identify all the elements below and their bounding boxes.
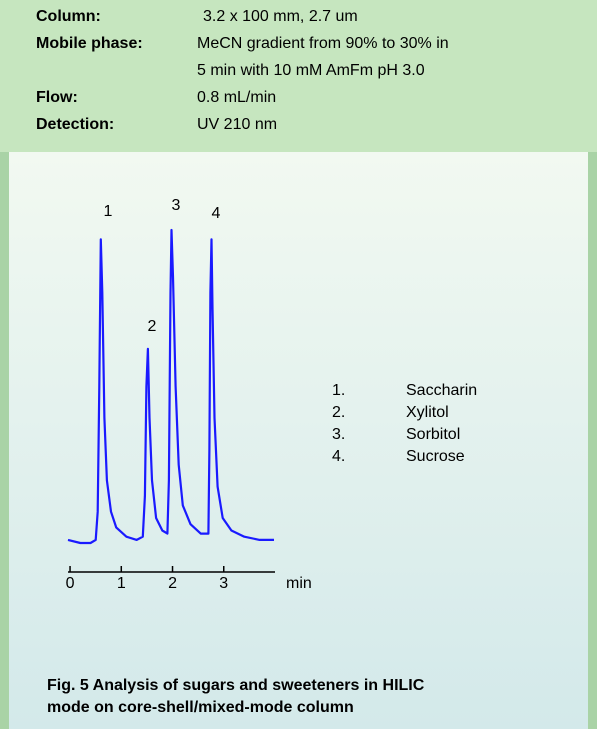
condition-value: MeCN gradient from 90% to 30% in <box>197 35 449 52</box>
x-tick-label: 3 <box>219 575 228 592</box>
x-axis-label: min <box>286 575 312 592</box>
condition-label: Mobile phase: <box>36 35 143 52</box>
peak-label: 2 <box>148 318 157 335</box>
legend-number: 3. <box>332 426 345 443</box>
legend-name: Sorbitol <box>406 426 460 443</box>
condition-value: 0.8 mL/min <box>197 89 276 106</box>
peak-label: 4 <box>212 205 221 222</box>
legend-name: Sucrose <box>406 448 465 465</box>
header-panel <box>0 0 597 152</box>
caption: Fig. 5 Analysis of sugars and sweeteners… <box>47 677 425 694</box>
legend-name: Saccharin <box>406 382 477 399</box>
trace <box>67 228 274 545</box>
x-tick-label: 1 <box>117 575 126 592</box>
legend-number: 2. <box>332 404 345 421</box>
caption: mode on core-shell/mixed-mode column <box>47 699 354 716</box>
x-tick-label: 2 <box>168 575 177 592</box>
peak-label: 1 <box>104 203 113 220</box>
chart-panel <box>9 152 588 729</box>
condition-label: Detection: <box>36 116 114 133</box>
condition-value: UV 210 nm <box>197 116 277 133</box>
peak-label: 3 <box>172 197 181 214</box>
legend-number: 4. <box>332 448 345 465</box>
condition-label: Column: <box>36 8 101 25</box>
legend-number: 1. <box>332 382 345 399</box>
condition-label: Flow: <box>36 89 78 106</box>
condition-value: 5 min with 10 mM AmFm pH 3.0 <box>197 62 425 79</box>
condition-value: 3.2 x 100 mm, 2.7 um <box>203 8 358 25</box>
x-tick-label: 0 <box>66 575 75 592</box>
legend-name: Xylitol <box>406 404 449 421</box>
